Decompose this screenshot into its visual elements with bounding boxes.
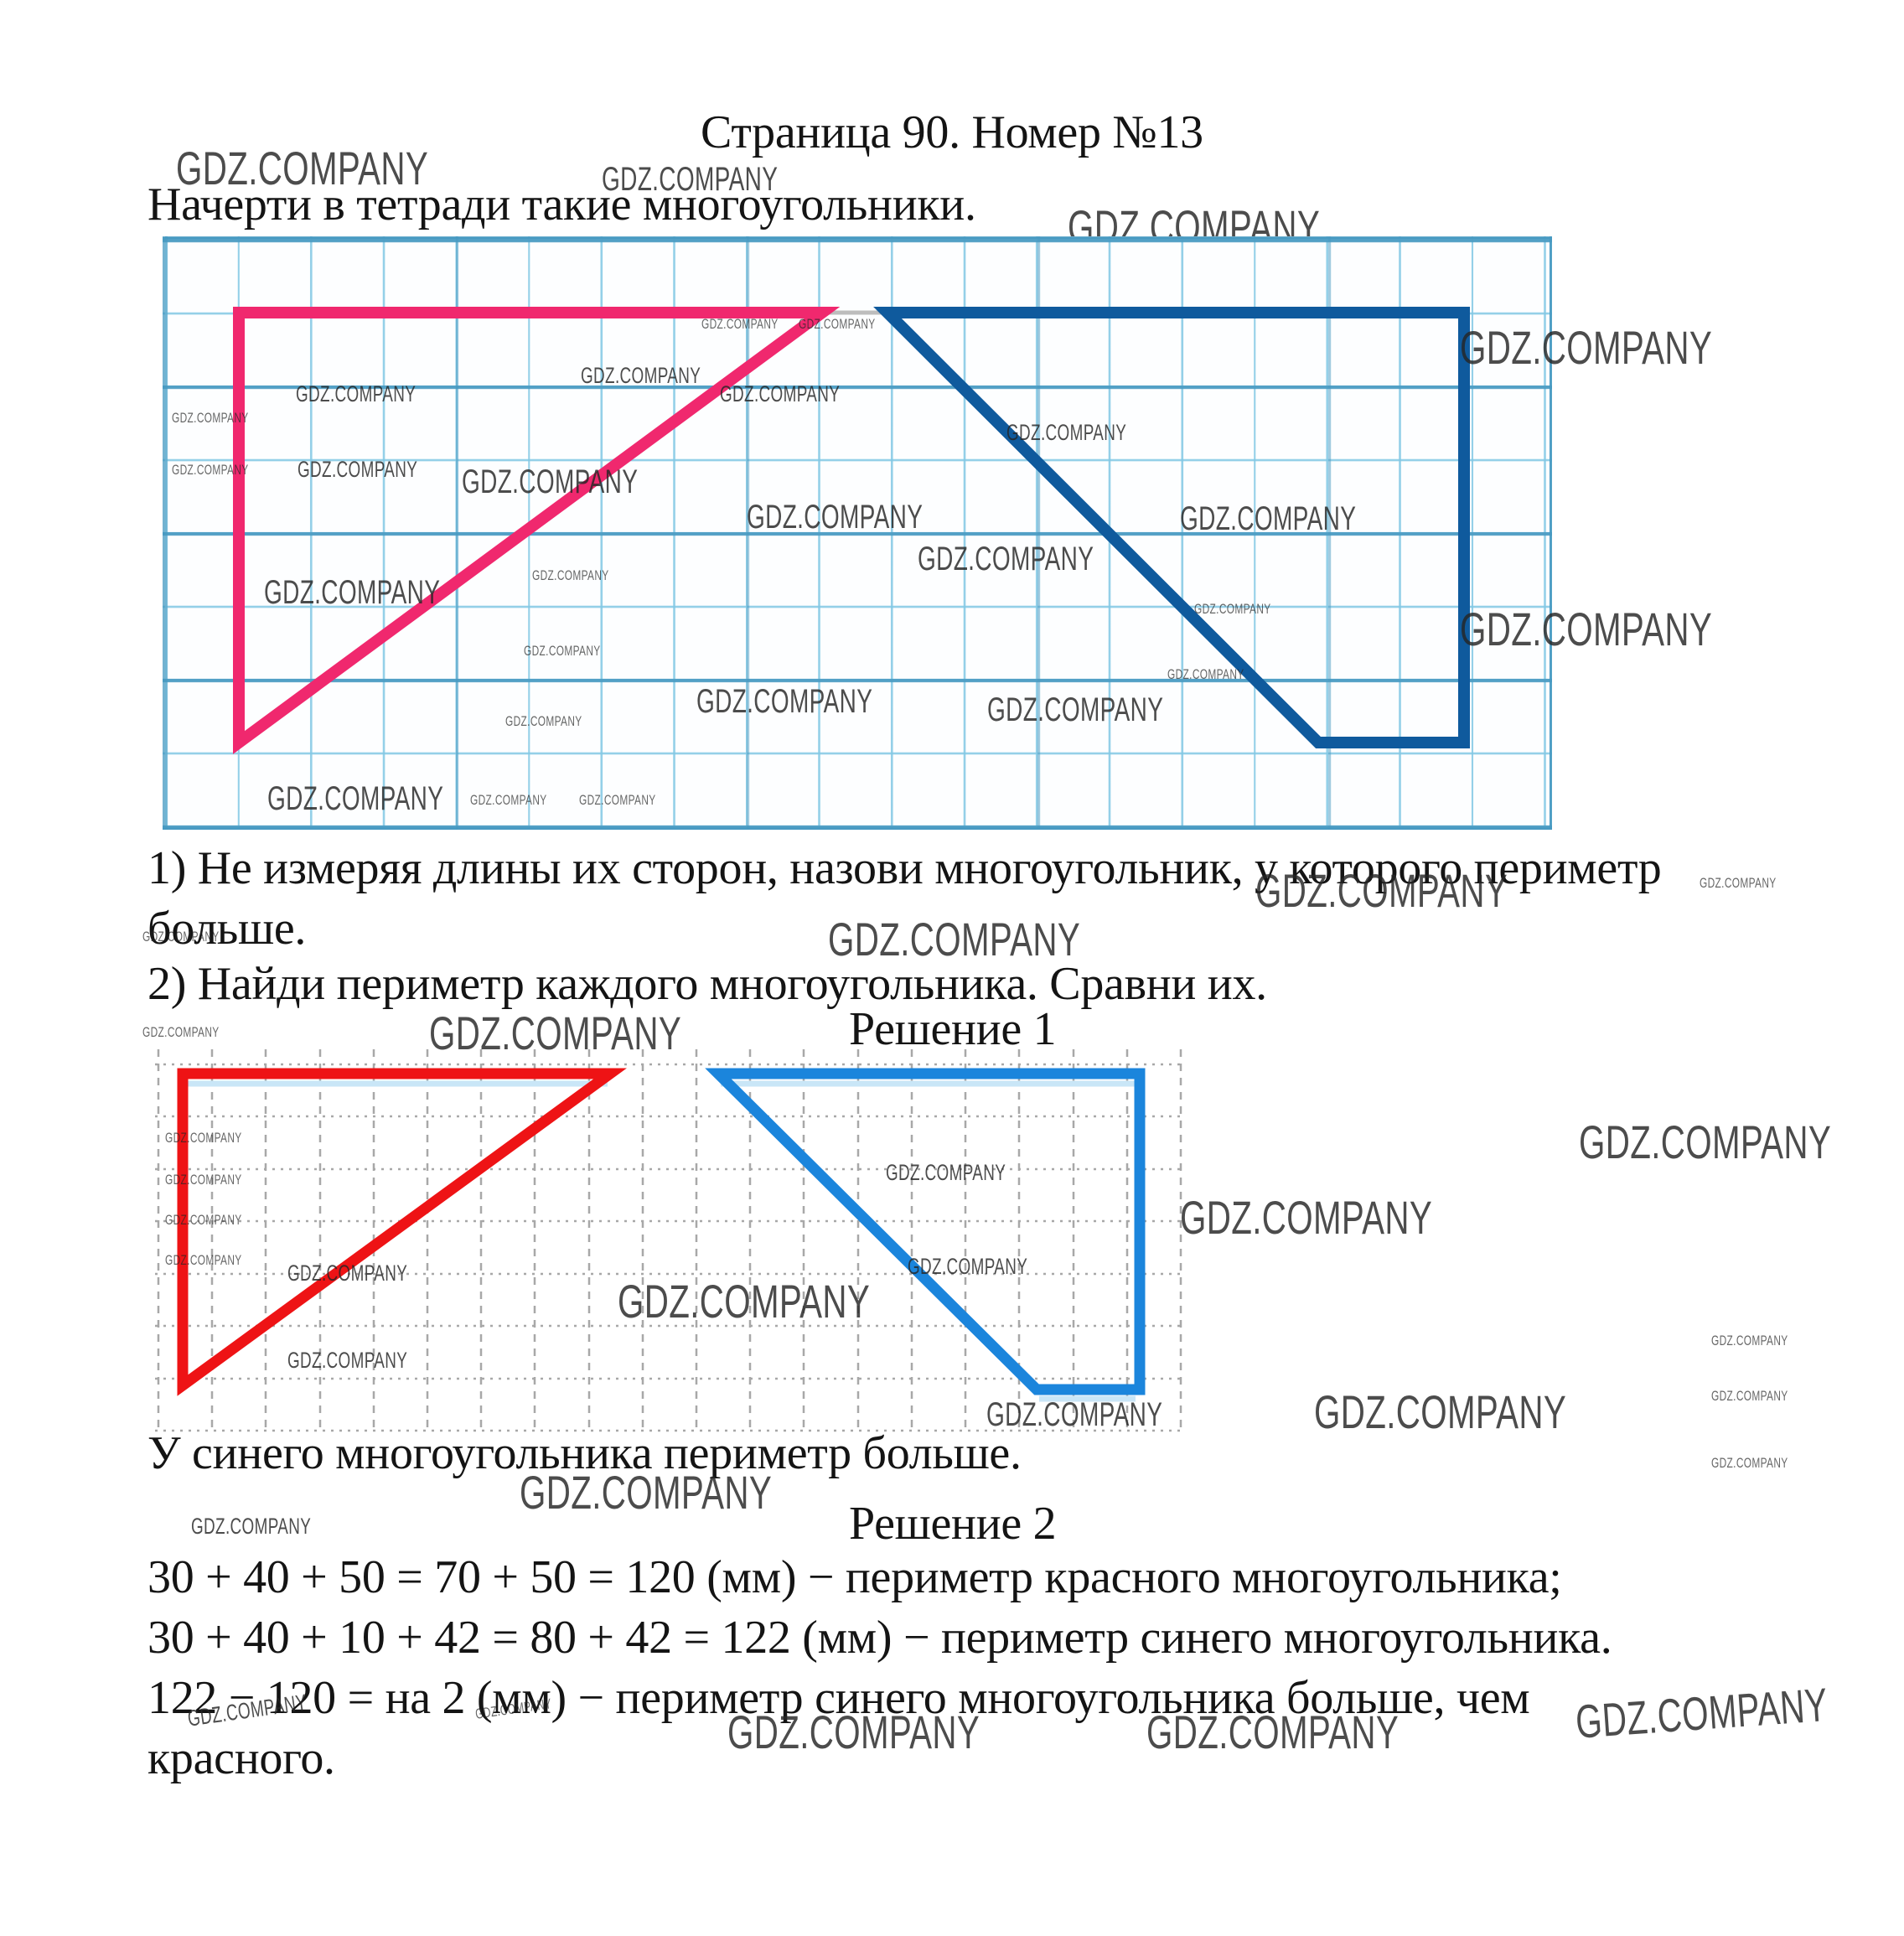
watermark: GDZ.COMPANY (1314, 1385, 1567, 1438)
solution-figure-grid: GDZ.COMPANY GDZ.COMPANY GDZ.COMPANY GDZ.… (155, 1049, 1186, 1435)
watermark: GDZ.COMPANY (1180, 500, 1357, 537)
watermark: GDZ.COMPANY (1194, 601, 1271, 617)
solution-2-heading: Решение 2 (849, 1498, 1057, 1550)
solution-figure-shapes (155, 1049, 1186, 1433)
watermark: GDZ.COMPANY (191, 1514, 312, 1539)
question-1-line-1: 1) Не измеряя длины их сторон, назови мн… (147, 842, 1662, 894)
watermark: GDZ.COMPANY (287, 1260, 408, 1286)
question-2: 2) Найди периметр каждого многоугольника… (147, 958, 1267, 1010)
watermark: GDZ.COMPANY (701, 316, 779, 332)
solution-1-heading: Решение 1 (849, 1003, 1057, 1055)
watermark: GDZ.COMPANY (696, 683, 873, 720)
watermark: GDZ.COMPANY (1711, 1388, 1788, 1404)
watermark: GDZ.COMPANY (579, 792, 656, 808)
question-1-line-2: больше. (147, 903, 307, 955)
watermark: GDZ.COMPANY (987, 691, 1164, 728)
watermark: GDZ.COMPANY (165, 1252, 242, 1268)
watermark: GDZ.COMPANY (908, 1254, 1028, 1279)
watermark: GDZ.COMPANY (524, 643, 601, 659)
watermark: GDZ.COMPANY (462, 463, 639, 500)
watermark: GDZ.COMPANY (165, 1130, 242, 1146)
watermark: GDZ.COMPANY (1700, 875, 1777, 891)
watermark: GDZ.COMPANY (828, 913, 1081, 965)
watermark: GDZ.COMPANY (142, 929, 220, 945)
watermark: GDZ.COMPANY (296, 381, 416, 406)
watermark: GDZ.COMPANY (727, 1706, 980, 1758)
solution-2-line-2: 30 + 40 + 10 + 42 = 80 + 42 = 122 (мм) −… (147, 1612, 1612, 1664)
watermark: GDZ.COMPANY (581, 363, 701, 388)
watermark: GDZ.COMPANY (1711, 1455, 1788, 1471)
watermark: GDZ.COMPANY (520, 1466, 773, 1519)
watermark: GDZ.COMPANY (918, 541, 1094, 577)
blue-quadrilateral-solution (705, 1068, 1146, 1395)
task-figure-grid: GDZ.COMPANY GDZ.COMPANY GDZ.COMPANY GDZ.… (163, 236, 1552, 830)
watermark: GDZ.COMPANY (1711, 1333, 1788, 1348)
watermark: GDZ.COMPANY (799, 316, 876, 332)
watermark: GDZ.COMPANY (176, 142, 429, 194)
task-intro: Начерти в тетради такие многоугольники. (147, 179, 976, 230)
watermark: GDZ.COMPANY (172, 462, 249, 478)
watermark: GDZ.COMPANY (142, 1024, 220, 1040)
watermark: GDZ.COMPANY (172, 410, 249, 426)
solution-1-answer: У синего многоугольника периметр больше. (147, 1427, 1022, 1479)
watermark: GDZ.COMPANY (264, 574, 441, 611)
watermark: GDZ.COMPANY (602, 161, 779, 198)
solution-2-line-3: 122 − 120 = на 2 (мм) − периметр синего … (147, 1672, 1530, 1724)
watermark: GDZ.COMPANY (470, 792, 547, 808)
watermark: GDZ.COMPANY (1006, 420, 1127, 445)
watermark: GDZ.COMPANY (1574, 1677, 1829, 1748)
watermark: GDZ.COMPANY (298, 457, 418, 482)
watermark: GDZ.COMPANY (165, 1172, 242, 1188)
watermark: GDZ.COMPANY (1255, 864, 1508, 917)
solution-2-line-4: красного. (147, 1732, 335, 1784)
watermark: GDZ.COMPANY (986, 1396, 1163, 1433)
watermark: GDZ.COMPANY (532, 567, 609, 583)
watermark: GDZ.COMPANY (1460, 603, 1713, 655)
watermark: GDZ.COMPANY (165, 1212, 242, 1228)
watermark: GDZ.COMPANY (1180, 1191, 1433, 1244)
red-triangle (177, 1068, 627, 1396)
watermark: GDZ.COMPANY (1460, 321, 1713, 374)
watermark: GDZ.COMPANY (886, 1160, 1006, 1185)
watermark: GDZ.COMPANY (747, 499, 924, 536)
watermark: GDZ.COMPANY (429, 1007, 682, 1059)
watermark: GDZ.COMPANY (618, 1275, 871, 1328)
watermark: GDZ.COMPANY (1167, 666, 1244, 682)
watermark: GDZ.COMPANY (720, 381, 841, 406)
blue-quadrilateral (873, 307, 1470, 748)
watermark: GDZ.COMPANY (505, 713, 582, 729)
task-figure-shapes (233, 307, 1470, 754)
watermark: GDZ.COMPANY (267, 780, 444, 817)
watermark: GDZ.COMPANY (287, 1348, 408, 1373)
page-title: Страница 90. Номер №13 (701, 106, 1203, 158)
solution-2-line-1: 30 + 40 + 50 = 70 + 50 = 120 (мм) − пери… (147, 1551, 1562, 1603)
pink-triangle (233, 307, 841, 754)
watermark: GDZ.COMPANY (1146, 1706, 1400, 1758)
watermark: GDZ.COMPANY (1579, 1116, 1832, 1168)
